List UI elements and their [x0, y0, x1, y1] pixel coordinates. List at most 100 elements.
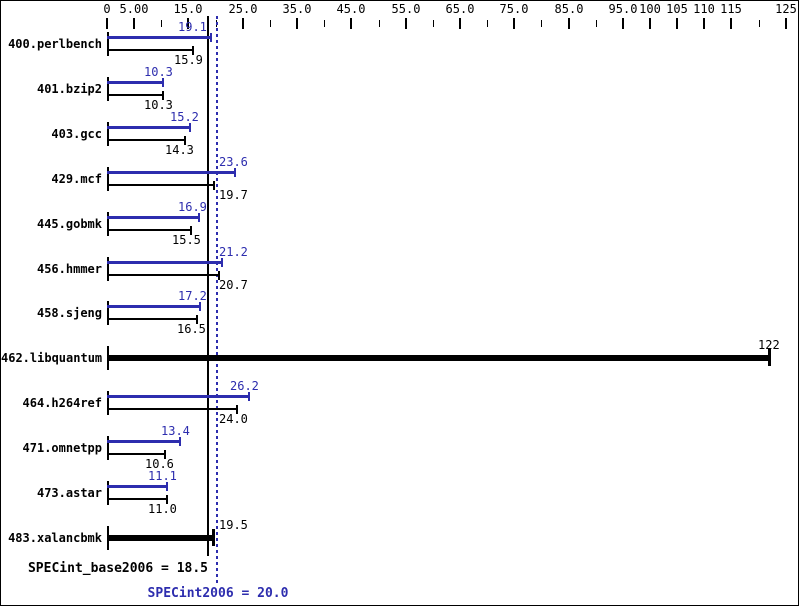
base-bar [107, 318, 197, 320]
benchmark-name-label: 458.sjeng [36, 306, 102, 320]
major-tick [676, 18, 678, 29]
benchmark-name-label: 400.perlbench [8, 37, 102, 51]
base-value-label: 20.7 [219, 278, 248, 292]
major-tick [405, 18, 407, 29]
minor-tick [270, 20, 271, 27]
benchmark-name-label: 473.astar [36, 486, 102, 500]
peak-bar-endcap [199, 302, 201, 311]
axis-tick-label: 75.0 [499, 2, 529, 16]
row-baseline [107, 481, 109, 505]
peak-bar-endcap [166, 482, 168, 491]
base-bar-endcap [212, 529, 215, 546]
axis-tick-label: 85.0 [554, 2, 584, 16]
base-bar [107, 184, 214, 186]
peak-bar-endcap [221, 258, 223, 267]
base-value-label: 14.3 [165, 143, 194, 157]
major-tick [622, 18, 624, 29]
major-tick [459, 18, 461, 29]
peak-value-label: 21.2 [219, 245, 248, 259]
peak-bar-endcap [198, 213, 200, 222]
base-value-label: 24.0 [219, 412, 248, 426]
axis-tick-label: 55.0 [391, 2, 421, 16]
axis-tick-label: 15.0 [173, 2, 203, 16]
minor-tick [161, 20, 162, 27]
row-baseline [107, 167, 109, 191]
base-bar [107, 355, 769, 361]
row-baseline [107, 436, 109, 460]
base-bar [107, 274, 219, 276]
base-bar [107, 94, 163, 96]
peak-bar [107, 305, 200, 308]
base-value-label: 19.5 [219, 518, 248, 532]
axis-tick-label: 45.0 [336, 2, 366, 16]
peak-mean-line [216, 16, 218, 585]
base-bar [107, 535, 213, 541]
base-bar-endcap [236, 405, 238, 414]
minor-tick [487, 20, 488, 27]
benchmark-name-label: 401.bzip2 [36, 82, 102, 96]
peak-value-label: 17.2 [178, 289, 207, 303]
axis-tick-label: 35.0 [282, 2, 312, 16]
benchmark-name-label: 403.gcc [51, 127, 102, 141]
peak-bar [107, 171, 235, 174]
peak-bar [107, 395, 249, 398]
minor-tick [433, 20, 434, 27]
peak-bar [107, 126, 190, 129]
base-bar-endcap [218, 271, 220, 280]
major-tick [296, 18, 298, 29]
major-tick [568, 18, 570, 29]
row-baseline [107, 301, 109, 325]
axis-tick-label: 110 [693, 2, 715, 16]
peak-value-label: 10.3 [144, 65, 173, 79]
axis-tick-label: 115 [720, 2, 742, 16]
base-value-label: 10.6 [145, 457, 174, 471]
benchmark-name-label: 471.omnetpp [22, 441, 102, 455]
peak-summary-label: SPECint2006 = 20.0 [147, 586, 289, 601]
axis-tick-label: 0 [103, 2, 111, 16]
peak-bar [107, 485, 167, 488]
base-value-label: 15.5 [172, 233, 201, 247]
benchmark-name-label: 445.gobmk [36, 217, 102, 231]
peak-bar [107, 36, 211, 39]
axis-tick-label: 95.0 [608, 2, 638, 16]
peak-bar [107, 81, 163, 84]
base-bar-endcap [164, 450, 166, 459]
axis-tick-label: 105 [666, 2, 688, 16]
axis-tick-label: 65.0 [445, 2, 475, 16]
major-tick [649, 18, 651, 29]
peak-bar-endcap [189, 123, 191, 132]
base-bar-endcap [166, 495, 168, 504]
base-bar [107, 229, 191, 231]
base-value-label: 11.0 [148, 502, 177, 516]
base-value-label: 122 [758, 338, 780, 352]
minor-tick [541, 20, 542, 27]
base-bar [107, 453, 165, 455]
row-baseline [107, 32, 109, 56]
base-value-label: 10.3 [144, 98, 173, 112]
major-tick [187, 18, 189, 29]
peak-bar [107, 216, 199, 219]
major-tick [513, 18, 515, 29]
base-bar-endcap [162, 91, 164, 100]
row-baseline [107, 391, 109, 415]
base-bar [107, 408, 237, 410]
benchmark-name-label: 483.xalancbmk [8, 531, 102, 545]
benchmark-name-label: 464.h264ref [22, 396, 102, 410]
peak-value-label: 23.6 [219, 155, 248, 169]
peak-bar [107, 440, 180, 443]
peak-bar-endcap [234, 168, 236, 177]
base-value-label: 19.7 [219, 188, 248, 202]
base-bar [107, 498, 167, 500]
base-bar-endcap [184, 136, 186, 145]
benchmark-name-label: 456.hmmer [36, 262, 102, 276]
peak-value-label: 19.1 [178, 20, 207, 34]
axis-tick-label: 5.00 [119, 2, 149, 16]
major-tick [785, 18, 787, 29]
base-bar-endcap [196, 315, 198, 324]
major-tick [703, 18, 705, 29]
row-baseline [107, 122, 109, 146]
peak-value-label: 26.2 [230, 379, 259, 393]
benchmark-name-label: 462.libquantum [1, 351, 103, 365]
peak-value-label: 15.2 [170, 110, 199, 124]
base-bar [107, 139, 185, 141]
